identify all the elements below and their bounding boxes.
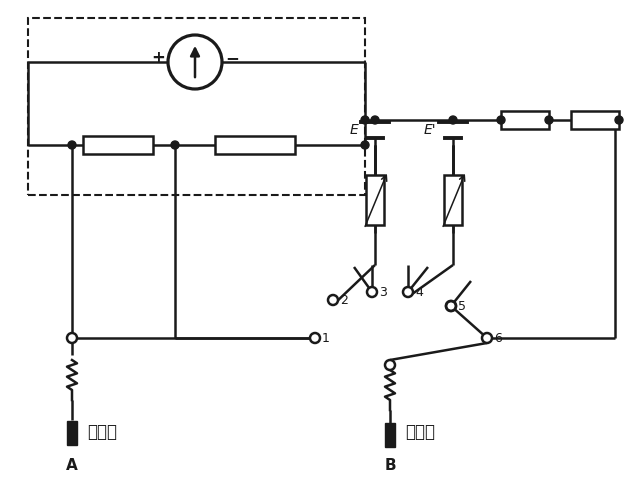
Circle shape <box>482 333 492 343</box>
Bar <box>444 175 462 225</box>
Text: B: B <box>384 457 396 472</box>
Circle shape <box>446 301 456 311</box>
Text: 红表笔: 红表笔 <box>87 423 117 441</box>
Circle shape <box>446 301 456 311</box>
Text: +: + <box>151 49 165 67</box>
Text: 6: 6 <box>494 332 502 345</box>
Circle shape <box>385 360 395 370</box>
Circle shape <box>328 295 338 305</box>
Text: E': E' <box>424 123 436 137</box>
Circle shape <box>497 116 505 124</box>
Bar <box>366 175 384 225</box>
Circle shape <box>371 116 379 124</box>
Text: A: A <box>66 457 78 472</box>
Bar <box>385 423 395 447</box>
Bar <box>215 136 295 154</box>
Circle shape <box>67 333 77 343</box>
Text: E: E <box>349 123 358 137</box>
Circle shape <box>367 287 377 297</box>
Circle shape <box>361 141 369 149</box>
Circle shape <box>168 35 222 89</box>
Text: 1: 1 <box>322 332 330 345</box>
Text: 5: 5 <box>458 300 466 313</box>
Text: −: − <box>225 49 239 67</box>
Bar <box>83 136 153 154</box>
Text: 2: 2 <box>340 293 348 306</box>
Text: 3: 3 <box>379 286 387 299</box>
Text: 黑表笔: 黑表笔 <box>405 423 435 441</box>
Circle shape <box>545 116 553 124</box>
Text: 4: 4 <box>415 286 423 299</box>
Circle shape <box>449 116 457 124</box>
Circle shape <box>403 287 413 297</box>
Circle shape <box>361 116 369 124</box>
Bar <box>571 111 619 129</box>
Bar <box>501 111 549 129</box>
Circle shape <box>310 333 320 343</box>
Bar <box>28 18 365 195</box>
Circle shape <box>68 141 76 149</box>
Circle shape <box>615 116 623 124</box>
Bar <box>67 421 77 445</box>
Circle shape <box>171 141 179 149</box>
